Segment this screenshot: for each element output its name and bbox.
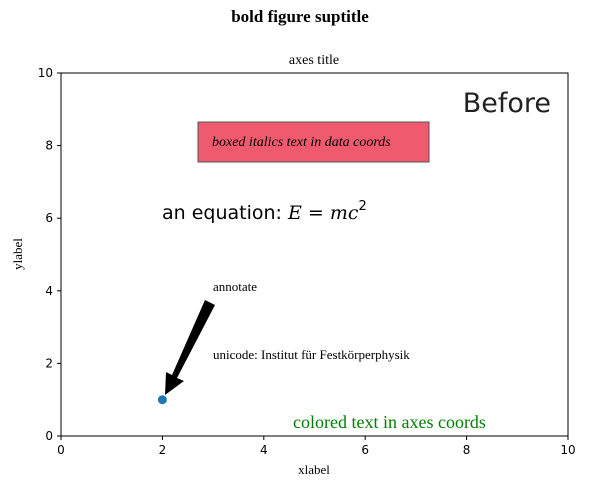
equation-exponent: 2	[359, 199, 367, 214]
annotate-text: annotate	[213, 279, 257, 294]
x-tick-label: 2	[159, 443, 167, 457]
equation-prefix: an equation:	[162, 202, 288, 224]
y-tick-label: 2	[45, 356, 53, 370]
x-tick-label: 10	[560, 443, 575, 457]
before-text: Before	[463, 88, 551, 119]
y-axis-label: ylabel	[10, 238, 25, 270]
x-tick-label: 8	[463, 443, 471, 457]
y-tick-label: 10	[38, 66, 53, 80]
unicode-text: unicode: Institut für Festkörperphysik	[213, 347, 410, 362]
colored-text: colored text in axes coords	[293, 412, 486, 432]
annotation-arrow	[165, 300, 215, 395]
suptitle: bold figure suptitle	[231, 7, 369, 26]
y-ticks: 0 2 4 6 8 10	[38, 66, 61, 443]
y-tick-label: 8	[45, 139, 53, 153]
y-tick-label: 4	[45, 284, 53, 298]
equation-math: E = mc	[287, 202, 359, 224]
x-axis-label: xlabel	[298, 462, 330, 477]
x-tick-label: 6	[361, 443, 369, 457]
axes-frame	[60, 72, 569, 437]
data-points	[157, 395, 167, 405]
x-ticks: 0 2 4 6 8 10	[57, 436, 576, 457]
equation-text: an equation: E = mc2	[162, 199, 367, 224]
boxed-text: boxed italics text in data coords	[212, 135, 391, 150]
data-point	[157, 395, 167, 405]
boxed-text-box	[197, 121, 430, 163]
y-tick-label: 6	[45, 211, 53, 225]
x-tick-label: 0	[57, 443, 65, 457]
x-tick-label: 4	[260, 443, 268, 457]
y-tick-label: 0	[45, 429, 53, 443]
axes-title: axes title	[289, 53, 339, 68]
